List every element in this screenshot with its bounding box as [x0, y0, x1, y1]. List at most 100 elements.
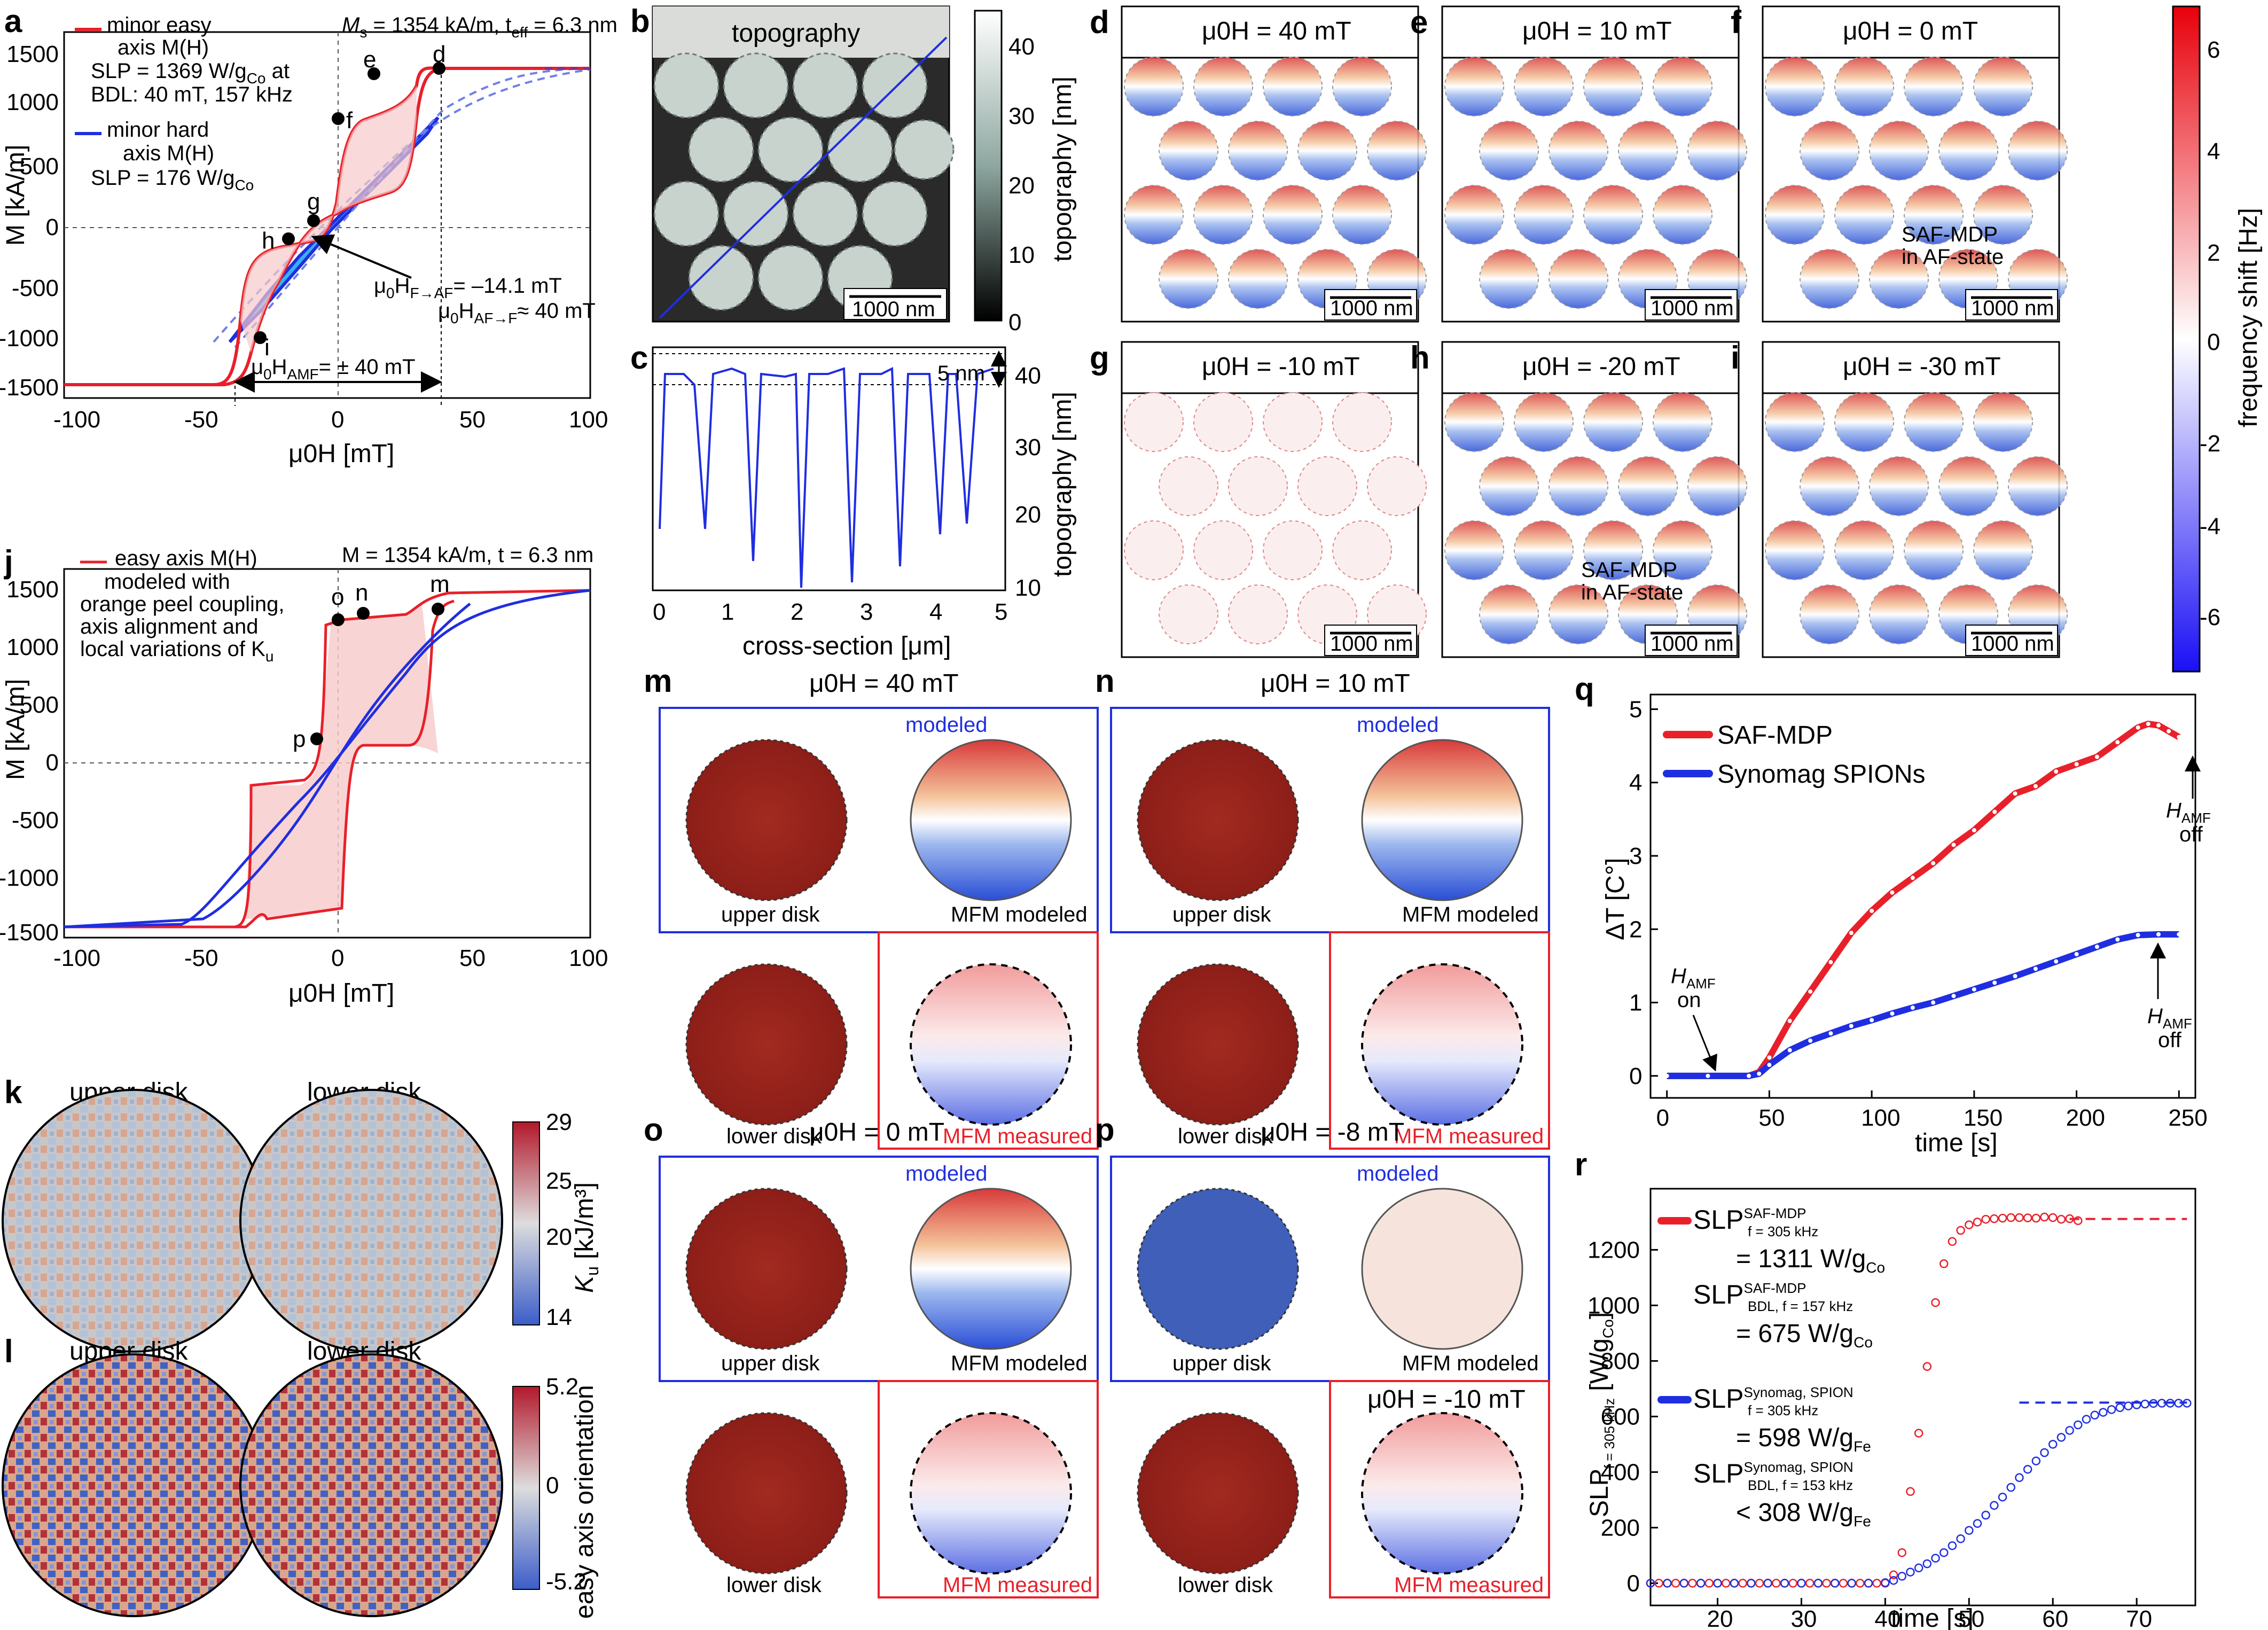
r-point-1: [1696, 1579, 1706, 1588]
svg-text:M = 1354 kA/m, t = 6.3 nm: M = 1354 kA/m, t = 6.3 nm: [342, 543, 593, 567]
svg-text:k: k: [4, 1074, 22, 1110]
lower-disk-label: lower disk: [1178, 1573, 1273, 1597]
svg-text:50: 50: [459, 945, 486, 971]
r-ytick-label: 0: [1627, 1570, 1640, 1596]
r-point-0: [2048, 1213, 2058, 1222]
scale-bar-label: 1000 nm: [1651, 632, 1734, 656]
svg-text:2: 2: [791, 599, 803, 625]
scale-bar-label: 1000 nm: [1330, 297, 1413, 320]
r-point-0: [1906, 1487, 1915, 1496]
r-point-1: [2065, 1426, 2074, 1435]
r-point-1: [1830, 1579, 1840, 1588]
r-xtick-label: 70: [2126, 1606, 2152, 1630]
svg-text:topography [nm]: topography [nm]: [1049, 392, 1077, 577]
r-point-1: [1747, 1579, 1756, 1588]
q-ytick-label: 2: [1629, 916, 1642, 942]
panel-label-p: p: [1095, 1112, 1115, 1148]
modeled-label: modeled: [905, 713, 987, 737]
q-point: [1972, 987, 1976, 992]
r-xtick-label: 30: [1790, 1606, 1817, 1630]
svg-text:-1000: -1000: [0, 325, 59, 352]
svg-text:topography [nm]: topography [nm]: [1049, 76, 1077, 262]
panel-q-series: [1664, 720, 2181, 1079]
sim-field-label: μ0H = 40 mT: [809, 669, 959, 698]
r-point-1: [2140, 1399, 2150, 1409]
svg-text:i: i: [264, 334, 270, 361]
svg-text:M [kA/m]: M [kA/m]: [2, 679, 30, 780]
panel-j: j o n m p easy axis M(H) modeled with or…: [0, 543, 608, 1008]
mfm-panel-g: g μ0H = -10 mT 1000 nm: [1090, 340, 1427, 658]
svg-text:SLPSynomag, SPION: SLPSynomag, SPION: [1693, 1459, 1853, 1488]
r-point-0: [1805, 1579, 1815, 1588]
svg-text:1000: 1000: [6, 634, 59, 660]
r-point-1: [1780, 1579, 1789, 1588]
svg-text:5.2: 5.2: [546, 1374, 578, 1400]
svg-text:100: 100: [569, 945, 608, 971]
r-point-1: [2040, 1448, 2049, 1457]
q-point: [1870, 1018, 1874, 1023]
frequency-colorbar-ticks: 6 4 2 0 -2 -4 -6: [2200, 37, 2220, 630]
svg-text:c: c: [630, 340, 648, 376]
svg-text:5 nm: 5 nm: [937, 362, 985, 385]
svg-text:axis alignment and: axis alignment and: [80, 615, 259, 638]
panel-a-points: d e f g h i: [254, 41, 445, 361]
q-point: [1931, 861, 1936, 865]
svg-text:SLPSAF-MDP: SLPSAF-MDP: [1693, 1280, 1806, 1309]
panel-label-o: o: [644, 1112, 663, 1148]
svg-text:h: h: [262, 228, 275, 254]
r-point-1: [2082, 1415, 2091, 1424]
r-point-0: [1990, 1214, 1999, 1223]
svg-text:SLP = 1369 W/gCo at: SLP = 1369 W/gCo at: [91, 59, 290, 87]
lower-disk-label: lower disk: [726, 1125, 822, 1148]
svg-text:= 675 W/gCo: = 675 W/gCo: [1736, 1320, 1873, 1351]
svg-text:time [s]: time [s]: [1915, 1129, 1998, 1157]
q-point: [2013, 974, 2017, 979]
q-ytick-label: 3: [1629, 843, 1642, 869]
q-point: [1890, 1011, 1895, 1016]
svg-text:off: off: [2179, 823, 2203, 846]
panel-c-yticks: 40 30 20 10: [1015, 363, 1041, 601]
svg-text:HAMF: HAMF: [2166, 799, 2211, 826]
lower-disk-label: lower disk: [1178, 1125, 1273, 1148]
panel-b-cbar-ticks: 40 30 20 10 0: [1008, 34, 1035, 336]
svg-text:frequency shift [Hz]: frequency shift [Hz]: [2234, 208, 2263, 427]
svg-text:HAMF: HAMF: [2147, 1004, 2192, 1032]
q-point: [2094, 754, 2099, 759]
r-point-0: [1721, 1579, 1731, 1588]
svg-text:20: 20: [1015, 502, 1041, 528]
mfm-measured-label: MFM measured: [943, 1573, 1092, 1597]
r-point-0: [1788, 1579, 1798, 1588]
svg-text:25: 25: [546, 1168, 572, 1194]
svg-text:-100: -100: [53, 407, 100, 433]
r-point-1: [1948, 1541, 1957, 1550]
mfm-panel-d: d μ0H = 40 mT 1000 nm: [1090, 4, 1427, 323]
mfm-panels: d μ0H = 40 mT 1000 nm e μ0H = 10 mT 1000 nm f μ…: [1090, 4, 2068, 658]
panel-a-xticks: -100 -50 0 50 100: [53, 407, 608, 433]
panel-a-ylabel: M [kA/m]: [2, 145, 30, 246]
r-point-0: [1755, 1579, 1764, 1588]
q-point: [1972, 828, 1976, 832]
r-point-1: [1998, 1492, 2007, 1502]
svg-text:f = 305 kHz: f = 305 kHz: [1748, 1223, 1818, 1239]
r-point-0: [2074, 1216, 2083, 1226]
r-point-1: [1713, 1579, 1722, 1588]
r-point-1: [2015, 1473, 2024, 1483]
svg-text:q: q: [1575, 671, 1594, 707]
r-point-0: [1965, 1220, 1974, 1229]
q-point: [1849, 931, 1853, 935]
svg-text:0: 0: [46, 214, 59, 240]
r-ytick-label: 1200: [1587, 1237, 1640, 1263]
q-point: [1931, 1000, 1936, 1005]
svg-text:HAMF: HAMF: [1671, 964, 1716, 992]
svg-text:-100: -100: [53, 945, 100, 971]
svg-text:Ms = 1354 kA/m, teff = 6.3 nm: Ms = 1354 kA/m, teff = 6.3 nm: [342, 13, 617, 41]
q-ytick-label: 1: [1629, 990, 1642, 1016]
r-point-1: [1797, 1579, 1806, 1588]
svg-text:modeled with: modeled with: [104, 570, 230, 594]
svg-text:SLPf = 305 kHz [W/gCo]: SLPf = 305 kHz [W/gCo]: [1585, 1312, 1617, 1517]
q-point: [2177, 932, 2181, 937]
svg-text:6: 6: [2207, 37, 2220, 63]
svg-text:30: 30: [1008, 103, 1035, 129]
upper-disk-label: upper disk: [1172, 903, 1272, 926]
panel-a-frame: [63, 31, 591, 399]
